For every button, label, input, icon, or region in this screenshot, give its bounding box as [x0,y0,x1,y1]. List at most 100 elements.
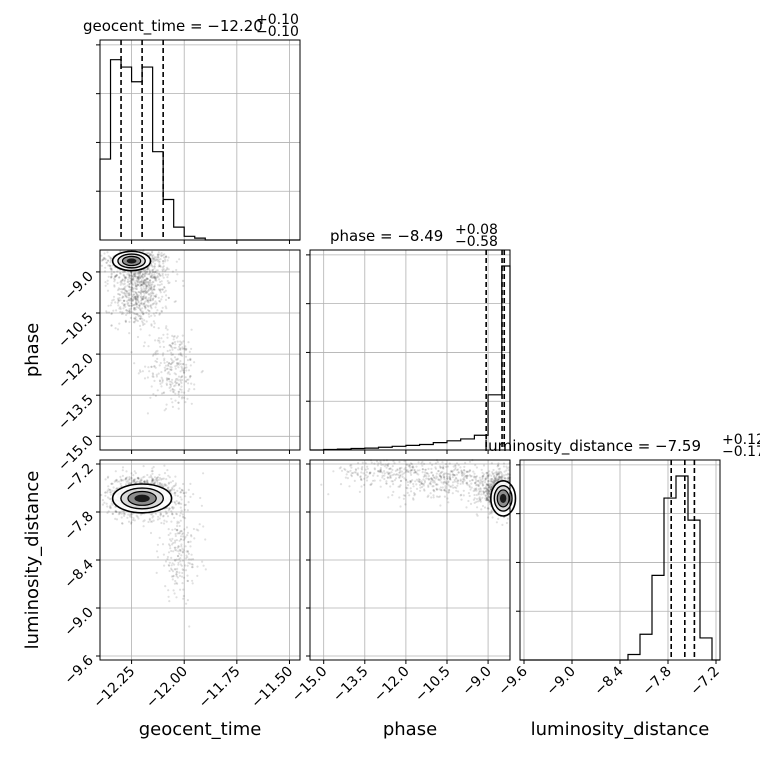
scatter-point [164,258,167,261]
scatter-point [132,277,135,280]
scatter-point [160,371,163,374]
scatter-point [455,462,459,465]
histogram-phase [310,265,511,451]
scatter-point [391,494,394,497]
scatter-point [163,464,166,467]
scatter-point [177,521,181,524]
scatter-point [120,478,123,482]
scatter-point [423,479,426,482]
scatter-point [430,467,433,470]
scatter-point [491,472,494,475]
scatter-point [136,335,140,339]
scatter-point [110,269,113,272]
scatter-point [391,468,394,471]
scatter-point [160,254,163,257]
scatter-point [137,276,141,279]
scatter-point [120,282,123,285]
scatter-point [166,333,169,336]
scatter-point [134,275,137,278]
scatter-point [189,540,192,543]
scatter-point [356,474,360,477]
scatter-point [473,472,476,475]
scatter-point [179,506,182,509]
scatter-point [133,272,136,276]
scatter-point [177,401,180,404]
scatter-point [165,325,168,328]
scatter-point [166,512,169,515]
scatter-point [497,464,500,467]
scatter-point [177,392,180,396]
scatter-point [500,472,503,475]
scatter-point [133,478,136,481]
scatter-point [178,388,182,391]
scatter-point [133,317,136,320]
scatter-point [113,285,116,288]
scatter-point [157,253,160,256]
scatter-point [362,472,365,475]
scatter-point [164,483,167,486]
scatter-point [132,303,136,307]
scatter-point [465,506,468,509]
scatter-point [147,309,151,312]
scatter-point [495,474,498,477]
scatter-point [108,264,111,267]
scatter-point [412,482,415,486]
scatter-point [144,270,147,273]
scatter-point [174,300,177,303]
scatter-point [128,310,131,313]
scatter-point [147,366,150,369]
scatter-point [180,564,183,567]
scatter-point [103,257,107,260]
scatter-point [156,269,159,272]
scatter-point [148,280,151,283]
scatter-point [427,472,430,475]
scatter-point [114,470,117,473]
scatter-point [173,346,176,349]
scatter-point [175,364,178,367]
scatter-point [133,287,136,290]
scatter-point [172,338,175,341]
scatter-point [143,275,146,278]
scatter-point [485,499,488,502]
scatter-point [112,486,115,489]
scatter-point [149,275,152,279]
scatter-panel-phase-vs-geocent-time [99,249,301,451]
scatter-point [151,270,155,273]
scatter-point [431,463,434,467]
scatter-point [435,472,438,475]
scatter-point [177,401,180,404]
scatter-point [137,477,140,480]
scatter-point [157,476,160,479]
scatter-point [114,274,117,277]
scatter-point [108,256,112,259]
scatter-point [473,475,476,478]
scatter-point [482,474,485,477]
scatter-point [139,479,142,482]
scatter-point [373,472,376,475]
scatter-point [106,251,109,254]
scatter-point [498,472,501,475]
scatter-point [133,293,136,296]
scatter-point [154,258,157,261]
scatter-point [497,462,500,465]
scatter-point [131,278,134,281]
scatter-point [492,482,495,485]
scatter-point [462,489,465,492]
scatter-point [139,314,142,317]
scatter-point [481,471,484,474]
scatter-point [497,479,500,482]
scatter-point [172,550,175,553]
scatter-point [490,510,493,513]
scatter-point [130,351,133,354]
scatter-point [162,391,165,395]
scatter-point [163,564,166,567]
scatter-point [143,306,147,309]
scatter-point [150,269,153,272]
scatter-point [171,486,174,489]
scatter-point [123,299,126,302]
scatter-point [485,497,488,500]
scatter-point [189,495,192,498]
scatter-point [128,285,131,288]
scatter-point [130,278,133,281]
scatter-point [107,304,110,307]
